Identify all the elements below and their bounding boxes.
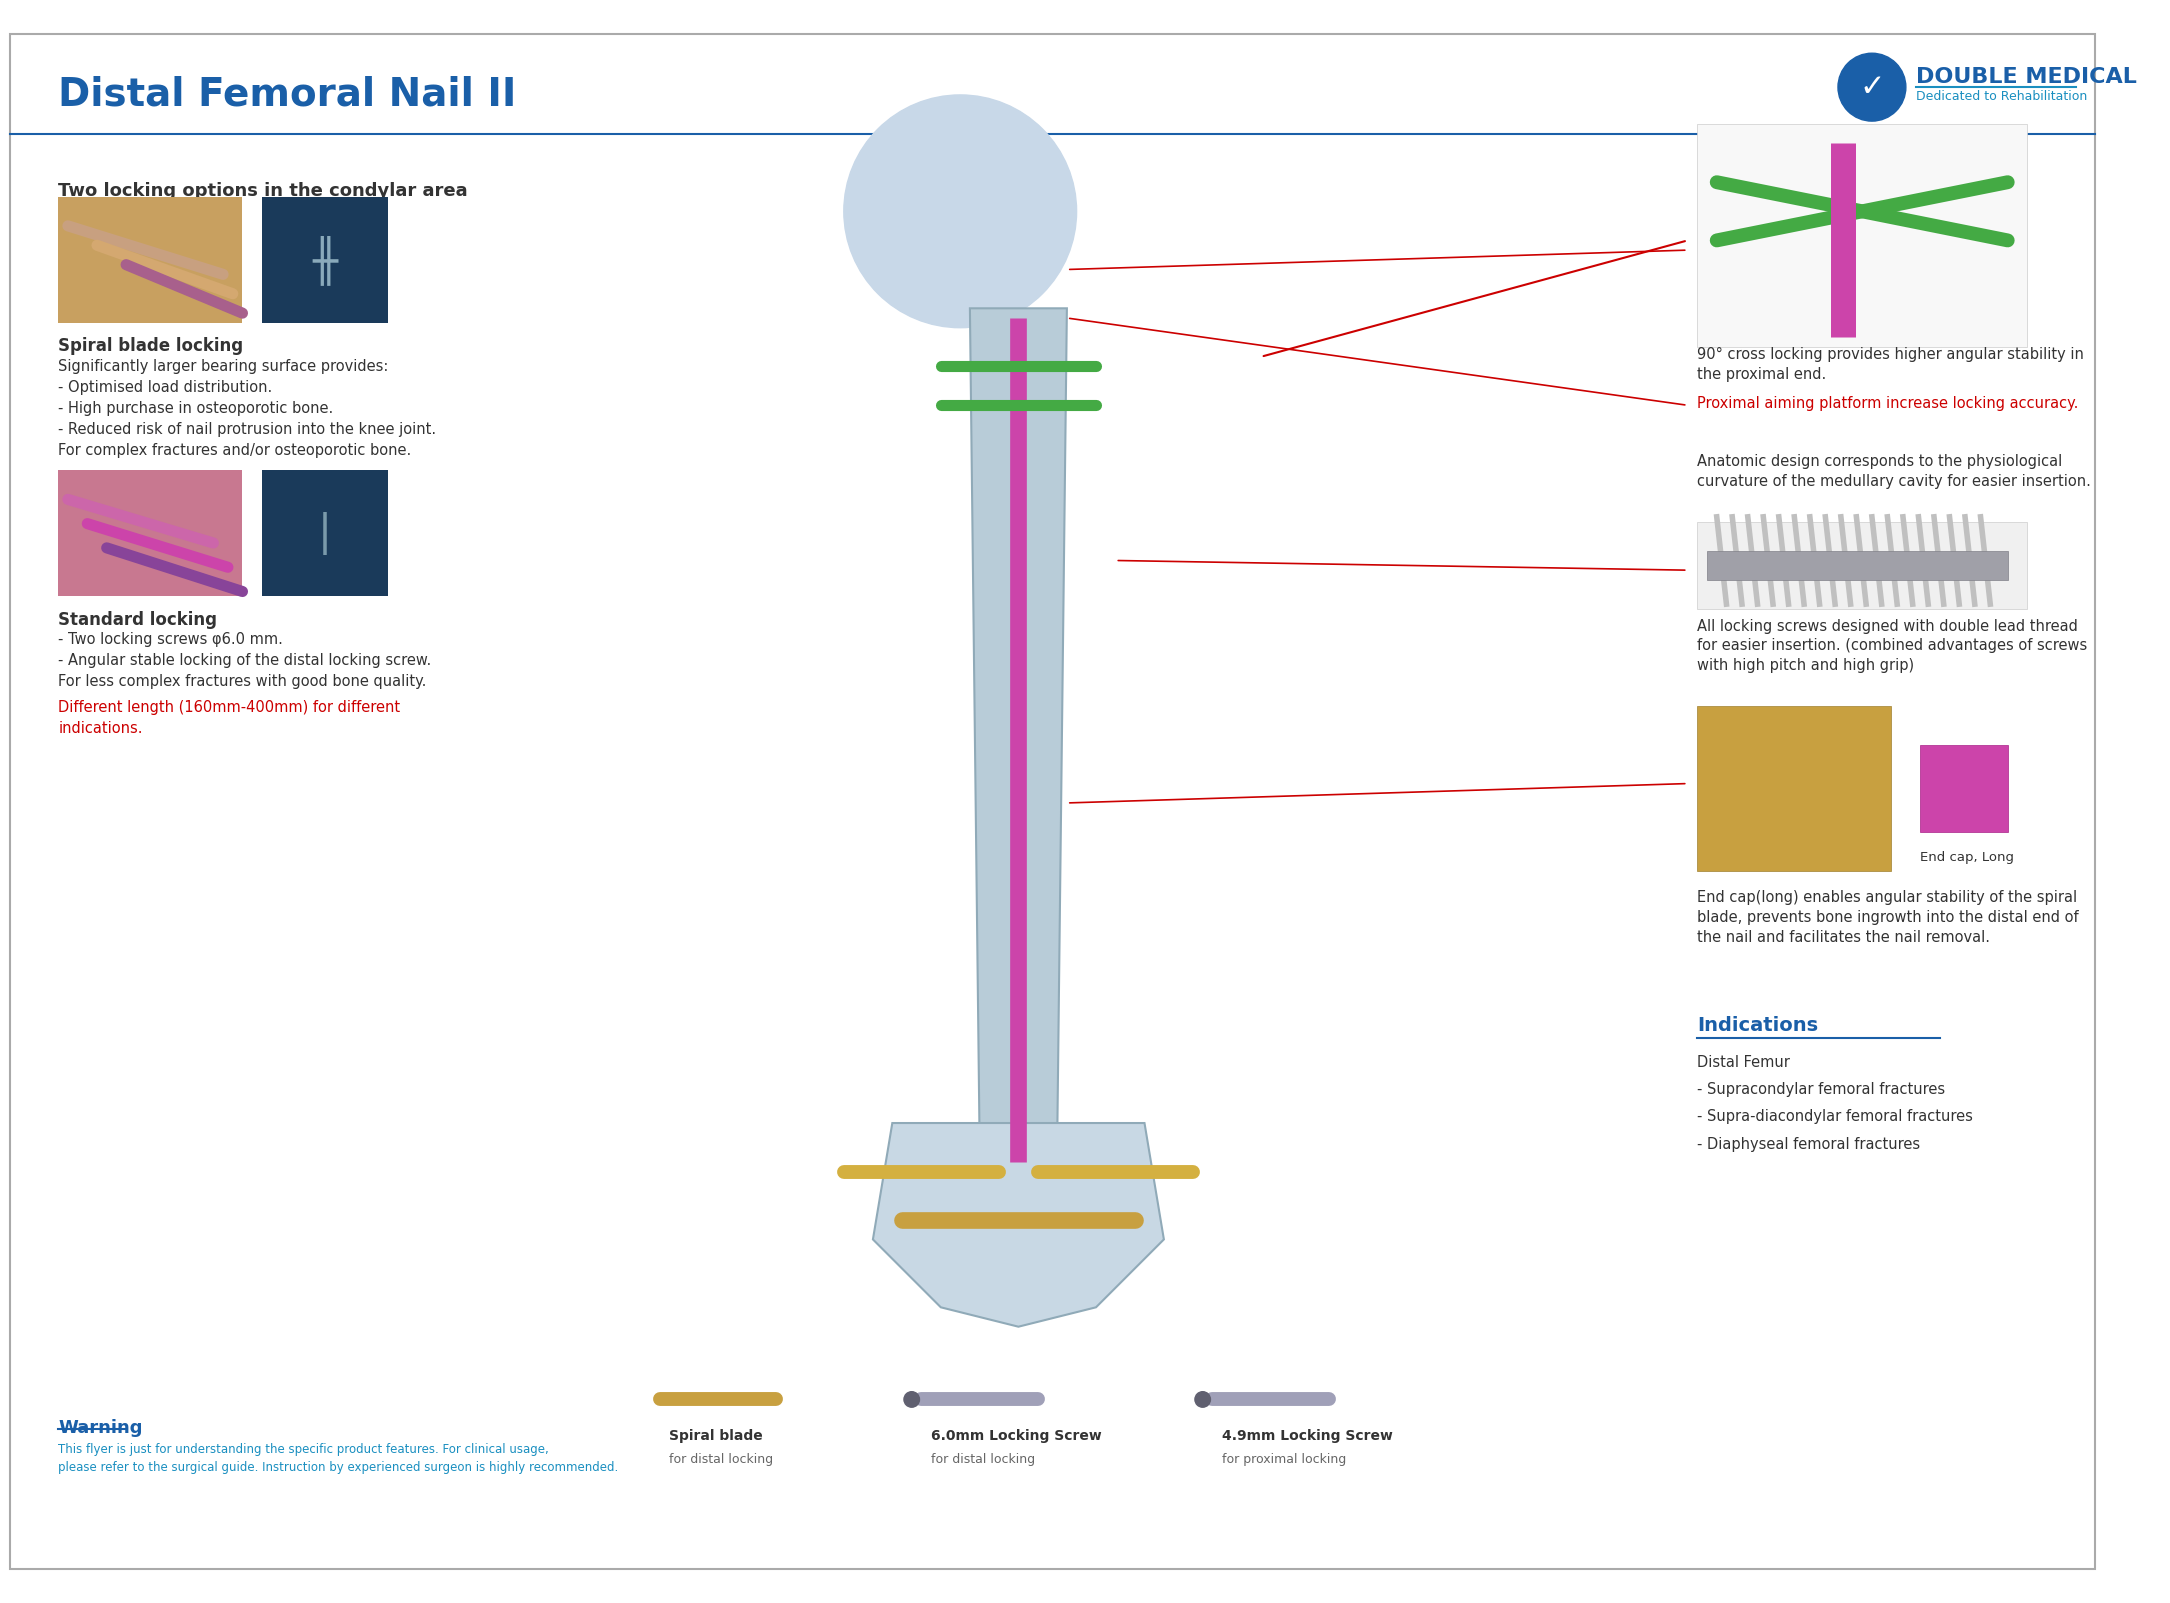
Text: - Supracondylar femoral fractures: - Supracondylar femoral fractures xyxy=(1697,1082,1946,1098)
Text: Dedicated to Rehabilitation: Dedicated to Rehabilitation xyxy=(1916,90,2088,103)
Circle shape xyxy=(905,1391,920,1407)
Text: Different length (160mm-400mm) for different
indications.: Different length (160mm-400mm) for diffe… xyxy=(59,701,399,736)
Text: This flyer is just for understanding the specific product features. For clinical: This flyer is just for understanding the… xyxy=(59,1443,618,1475)
Text: 4.9mm Locking Screw: 4.9mm Locking Screw xyxy=(1222,1428,1393,1443)
Bar xyxy=(59,470,243,596)
Bar xyxy=(1920,745,2007,832)
Text: 90° cross locking provides higher angular stability in
the proximal end.: 90° cross locking provides higher angula… xyxy=(1697,348,2083,382)
Bar xyxy=(59,197,243,322)
Text: Spiral blade: Spiral blade xyxy=(668,1428,764,1443)
Text: Two locking options in the condylar area: Two locking options in the condylar area xyxy=(59,183,469,200)
Text: 6.0mm Locking Screw: 6.0mm Locking Screw xyxy=(931,1428,1102,1443)
Text: for proximal locking: for proximal locking xyxy=(1222,1452,1345,1465)
Text: DOUBLE MEDICAL: DOUBLE MEDICAL xyxy=(1916,67,2137,88)
Text: All locking screws designed with double lead thread
for easier insertion. (combi: All locking screws designed with double … xyxy=(1697,619,2088,673)
Text: for distal locking: for distal locking xyxy=(931,1452,1035,1465)
Text: - Diaphyseal femoral fractures: - Diaphyseal femoral fractures xyxy=(1697,1137,1920,1151)
Text: for distal locking: for distal locking xyxy=(668,1452,773,1465)
Polygon shape xyxy=(872,1124,1163,1327)
Circle shape xyxy=(1838,53,1905,122)
Bar xyxy=(263,197,388,322)
Text: Proximal aiming platform increase locking accuracy.: Proximal aiming platform increase lockin… xyxy=(1697,396,2079,410)
Circle shape xyxy=(844,95,1076,327)
Text: Warning: Warning xyxy=(59,1419,143,1436)
Text: End cap(long) enables angular stability of the spiral
blade, prevents bone ingro: End cap(long) enables angular stability … xyxy=(1697,890,2079,944)
Bar xyxy=(1697,705,1892,870)
Text: Distal Femoral Nail II: Distal Femoral Nail II xyxy=(59,75,516,114)
Polygon shape xyxy=(970,308,1068,1143)
Text: - Two locking screws φ6.0 mm.
- Angular stable locking of the distal locking scr: - Two locking screws φ6.0 mm. - Angular … xyxy=(59,632,432,689)
Text: ✓: ✓ xyxy=(1860,72,1886,101)
Text: |: | xyxy=(319,511,332,555)
Bar xyxy=(263,470,388,596)
Circle shape xyxy=(1196,1391,1211,1407)
Text: End cap, Long: End cap, Long xyxy=(1920,851,2014,864)
Bar xyxy=(1708,551,2007,580)
Text: Anatomic design corresponds to the physiological
curvature of the medullary cavi: Anatomic design corresponds to the physi… xyxy=(1697,454,2092,489)
Text: ╫: ╫ xyxy=(312,236,336,285)
Text: Indications: Indications xyxy=(1697,1016,1818,1036)
Text: Spiral blade locking: Spiral blade locking xyxy=(59,337,243,356)
Bar xyxy=(1697,123,2027,348)
Bar xyxy=(1697,521,2027,609)
Text: Significantly larger bearing surface provides:
- Optimised load distribution.
- : Significantly larger bearing surface pro… xyxy=(59,359,436,458)
Text: Distal Femur: Distal Femur xyxy=(1697,1055,1790,1071)
Text: Standard locking: Standard locking xyxy=(59,611,217,628)
Text: - Supra-diacondylar femoral fractures: - Supra-diacondylar femoral fractures xyxy=(1697,1109,1973,1124)
